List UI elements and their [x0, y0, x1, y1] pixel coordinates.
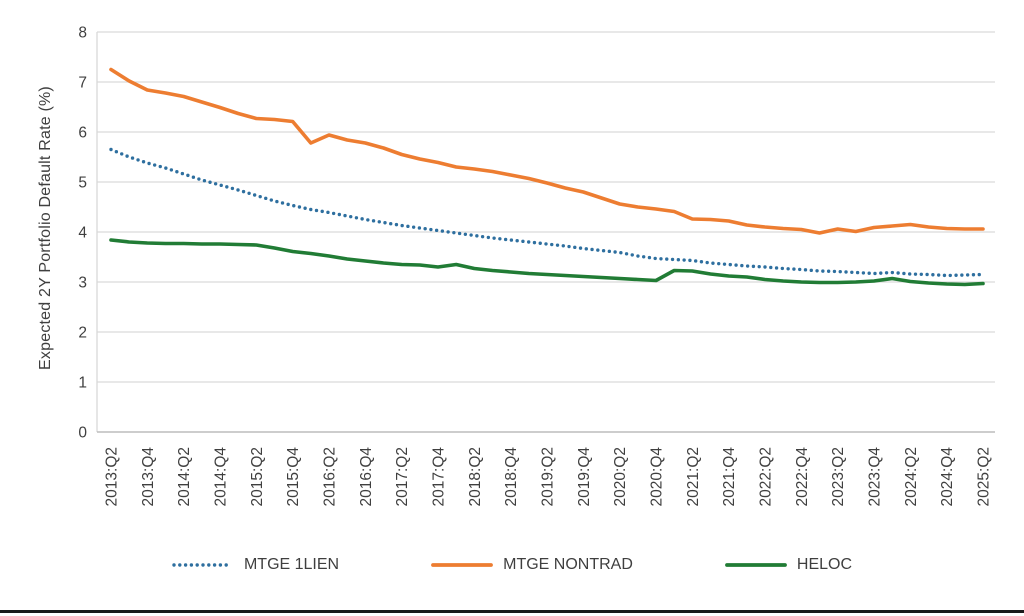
x-tick-label: 2014:Q4	[213, 447, 230, 507]
x-tick-label: 2014:Q2	[176, 447, 193, 506]
legend-label: MTGE 1LIEN	[243, 556, 340, 573]
legend-swatch-solid	[431, 563, 494, 567]
x-tick-label: 2013:Q4	[140, 447, 157, 507]
series-line-mtge-nontrad	[109, 67, 985, 235]
x-tick-label: 2025:Q2	[976, 447, 993, 506]
y-axis-title: Expected 2Y Portfolio Default Rate (%)	[37, 86, 54, 370]
x-tick-label: 2023:Q4	[867, 447, 884, 507]
chart-legend: MTGE 1LIEN MTGE NONTRAD HELOC	[0, 556, 1024, 574]
x-tick-label: 2018:Q4	[503, 447, 520, 507]
series-line-heloc	[109, 238, 985, 287]
x-tick-label: 2018:Q2	[467, 447, 484, 506]
y-tick-label: 4	[78, 225, 87, 242]
x-tick-label: 2016:Q2	[322, 447, 339, 506]
legend-label: MTGE NONTRAD	[503, 556, 633, 573]
x-tick-label: 2024:Q4	[939, 447, 956, 507]
x-tick-label: 2022:Q2	[758, 447, 775, 506]
x-tick-label: 2021:Q4	[721, 447, 738, 507]
x-tick-label: 2019:Q4	[576, 447, 593, 507]
legend-item-mtge-1lien: MTGE 1LIEN	[172, 556, 339, 574]
y-tick-label: 8	[78, 25, 87, 42]
x-tick-label: 2019:Q2	[540, 447, 557, 506]
x-tick-label: 2017:Q4	[431, 447, 448, 507]
legend-swatch-solid	[724, 563, 787, 567]
x-tick-label: 2024:Q2	[903, 447, 920, 506]
legend-label: HELOC	[796, 556, 853, 573]
legend-item-heloc: HELOC	[724, 556, 853, 574]
x-tick-label: 2013:Q2	[104, 447, 121, 506]
y-tick-label: 7	[78, 75, 87, 92]
y-tick-label: 5	[78, 175, 87, 192]
series-line-mtge-1lien	[109, 147, 985, 278]
y-tick-label: 2	[78, 325, 87, 342]
x-tick-label: 2023:Q2	[830, 447, 847, 506]
legend-swatch-dotted	[172, 563, 234, 567]
x-tick-label: 2017:Q2	[394, 447, 411, 506]
x-tick-label: 2020:Q2	[612, 447, 629, 506]
x-tick-label: 2015:Q4	[285, 447, 302, 507]
x-tick-label: 2015:Q2	[249, 447, 266, 506]
y-tick-label: 3	[78, 275, 87, 292]
x-tick-label: 2020:Q4	[649, 447, 666, 507]
x-tick-label: 2022:Q4	[794, 447, 811, 507]
y-tick-label: 1	[78, 375, 87, 392]
y-tick-label: 6	[78, 125, 87, 142]
bottom-divider-line	[0, 610, 1024, 613]
x-tick-label: 2016:Q4	[358, 447, 375, 507]
legend-item-mtge-nontrad: MTGE NONTRAD	[431, 556, 633, 574]
y-tick-label: 0	[78, 425, 87, 442]
x-tick-label: 2021:Q2	[685, 447, 702, 506]
